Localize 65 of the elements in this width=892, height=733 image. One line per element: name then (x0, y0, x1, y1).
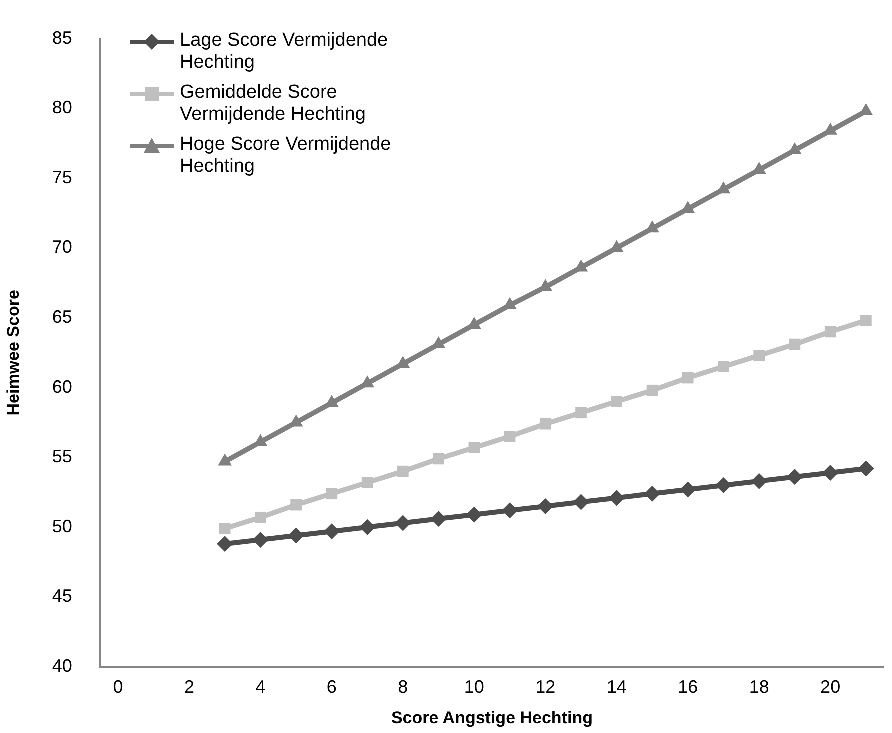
point (290, 499, 302, 511)
point (430, 511, 447, 528)
point (540, 418, 552, 430)
x-axis-title: Score Angstige Hechting (391, 708, 593, 728)
point (433, 453, 444, 465)
point (786, 469, 803, 486)
point (219, 523, 231, 534)
point (360, 519, 376, 536)
y-tick-label: 60 (52, 376, 72, 397)
x-tick-label: 2 (184, 676, 194, 697)
point (860, 315, 872, 326)
y-axis-title: Heimwee Score (4, 290, 23, 416)
point (362, 477, 374, 488)
point (573, 494, 590, 510)
point (644, 486, 660, 502)
point (858, 460, 874, 477)
x-tick-label: 4 (256, 676, 266, 697)
point (325, 395, 339, 408)
y-tick-label: 65 (52, 306, 72, 327)
y-tick-label: 75 (52, 167, 72, 188)
point (395, 515, 412, 532)
y-tick-label: 50 (52, 516, 72, 536)
point (288, 528, 304, 544)
point (326, 488, 338, 500)
x-tick-label: 18 (749, 676, 770, 697)
point (718, 361, 730, 373)
point (716, 478, 732, 494)
y-tick-label: 40 (52, 656, 72, 676)
x-tick-label: 12 (536, 676, 556, 697)
x-tick-label: 14 (606, 676, 627, 697)
point (824, 326, 836, 338)
point (576, 407, 587, 419)
point (255, 512, 266, 524)
x-tick-label: 10 (464, 676, 484, 697)
point (324, 524, 340, 540)
point (751, 473, 768, 490)
legend-label: Gemiddelde Score Vermijdende Hechting (180, 82, 367, 126)
point (754, 350, 765, 362)
y-tick-label: 55 (52, 446, 72, 467)
y-tick-label: 70 (52, 237, 72, 258)
point (468, 442, 480, 454)
x-tick-label: 20 (820, 676, 841, 697)
point (538, 498, 554, 514)
point (608, 490, 625, 506)
y-tick-label: 80 (52, 98, 72, 118)
x-tick-label: 6 (326, 676, 337, 697)
legend-label: Lage Score Vermijdende Hechting (180, 30, 390, 74)
x-tick-label: 16 (678, 676, 698, 697)
point (398, 466, 409, 478)
point (789, 338, 801, 350)
point (680, 482, 696, 498)
point (682, 372, 694, 384)
point (217, 536, 234, 552)
point (611, 396, 623, 408)
y-tick-label: 85 (52, 28, 72, 48)
legend-label: Hoge Score Vermijdende Hechting (180, 134, 392, 178)
x-tick-label: 0 (113, 676, 124, 697)
point (822, 464, 839, 481)
y-tick-label: 45 (52, 586, 72, 606)
point (646, 384, 658, 396)
x-tick-label: 8 (398, 676, 408, 697)
point (252, 532, 269, 548)
point (504, 431, 516, 442)
point (466, 506, 482, 523)
point (502, 502, 518, 519)
